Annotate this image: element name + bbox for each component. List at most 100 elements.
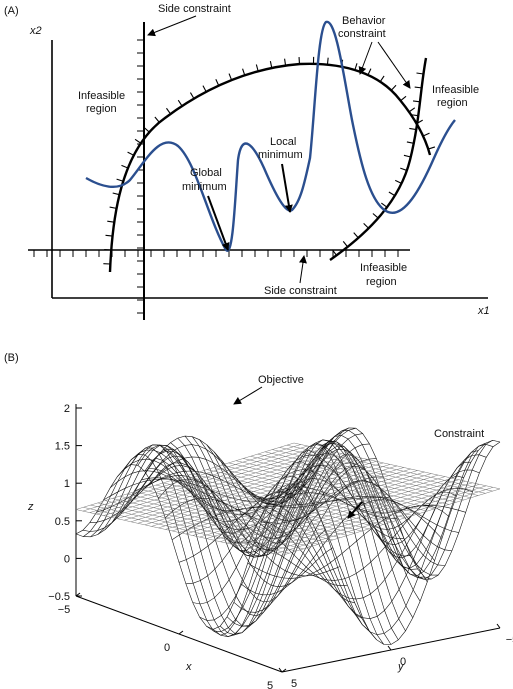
hatch-mark xyxy=(215,79,220,86)
label-infeasible-right-1: Infeasible xyxy=(432,84,479,96)
hatch-mark xyxy=(331,249,337,256)
mesh-line xyxy=(221,464,428,512)
z-tick-label: 0.5 xyxy=(55,516,70,528)
hatch-mark xyxy=(107,220,115,223)
constraint-surface xyxy=(75,442,501,556)
hatch-mark xyxy=(127,151,135,156)
mesh-line xyxy=(119,455,326,603)
label-infeasible-right-2: region xyxy=(437,97,468,109)
hatch-mark xyxy=(379,75,385,83)
x1-axis-label: x1 xyxy=(477,305,490,317)
arrow-constraint xyxy=(347,501,363,519)
mesh-line xyxy=(206,469,413,516)
mesh-line xyxy=(104,444,312,627)
panel-a: (A) x2 x1 Side constraint Behavior const… xyxy=(4,3,490,320)
mesh-line xyxy=(235,460,442,507)
mesh-line xyxy=(90,447,297,638)
mesh-line xyxy=(90,504,297,552)
panel-b-tag: (B) xyxy=(4,352,19,364)
hatch-mark xyxy=(143,127,150,133)
hatch-mark xyxy=(154,116,160,123)
mesh-line xyxy=(279,447,486,494)
arrow-global-minimum xyxy=(207,195,230,251)
mesh-line xyxy=(192,473,399,521)
x-tick-mark xyxy=(75,592,81,597)
y-axis-label-3d: y xyxy=(397,661,405,673)
mesh-line xyxy=(83,507,290,554)
label-global-2: minimum xyxy=(182,181,227,193)
hatch-mark xyxy=(342,241,349,248)
mesh-line xyxy=(235,477,443,539)
right-constraint-curve xyxy=(329,57,428,261)
objective-surface xyxy=(75,427,501,645)
x-tick-label: 5 xyxy=(267,680,273,689)
mesh-line xyxy=(243,458,450,505)
hatch-mark xyxy=(381,202,388,208)
hatch-mark xyxy=(354,63,358,71)
mesh-line xyxy=(264,451,471,499)
panel-b: (B) 2 1.5 1 0.5 0 −0.5 −5 0 5 5 0 −5 z x y Object… xyxy=(4,352,513,689)
z-tick-label: −0.5 xyxy=(48,591,70,603)
y-tick-label: 0 xyxy=(400,656,406,668)
behavior-constraint-curve xyxy=(108,62,432,273)
x-axis-label-3d: x xyxy=(185,661,192,673)
x-tick-mark xyxy=(178,630,184,635)
hatch-mark xyxy=(284,58,287,66)
right-constraint-hatch xyxy=(331,72,424,256)
mesh-line xyxy=(257,453,464,501)
hatch-mark xyxy=(121,164,129,169)
mesh-line xyxy=(119,495,326,543)
mesh-line xyxy=(170,480,377,527)
hatch-mark xyxy=(104,248,112,251)
hatch-mark xyxy=(269,61,273,69)
arrow-side-constraint-top xyxy=(147,15,197,37)
z-tick-label: 1 xyxy=(64,478,70,490)
mesh-line xyxy=(155,457,363,619)
mesh-line xyxy=(148,468,355,604)
label-infeasible-left-2: region xyxy=(86,103,117,115)
mesh-line xyxy=(228,468,435,561)
mesh-line xyxy=(272,449,479,496)
hatch-mark xyxy=(367,68,372,76)
label-global-1: Global xyxy=(190,167,222,179)
label-side-constraint-bottom: Side constraint xyxy=(264,285,337,297)
panel-a-tag: (A) xyxy=(4,5,19,17)
y-tick-mark xyxy=(278,667,283,673)
arrow-behavior-2 xyxy=(377,41,411,89)
mesh-line xyxy=(126,493,333,541)
mesh-line xyxy=(105,500,312,547)
hatch-mark xyxy=(202,85,207,93)
hatch-mark xyxy=(409,127,417,131)
mesh-line xyxy=(163,449,370,632)
mesh-line xyxy=(199,471,406,518)
hatch-mark xyxy=(255,64,259,72)
label-infeasible-bottom-1: Infeasible xyxy=(360,262,407,274)
label-behavior-2: constraint xyxy=(338,28,386,40)
mesh-line xyxy=(112,448,319,617)
hatch-mark xyxy=(166,107,171,115)
objective-curve xyxy=(85,20,456,252)
side-constraint-horizontal-hatch xyxy=(33,250,399,257)
hatch-mark xyxy=(353,232,359,239)
z-axis-label: z xyxy=(27,501,34,513)
mesh-line xyxy=(228,462,435,510)
mesh-line xyxy=(97,444,305,634)
hatch-mark xyxy=(109,206,117,209)
mesh-line xyxy=(75,509,283,556)
hatch-mark xyxy=(416,72,424,75)
label-behavior-1: Behavior xyxy=(342,15,386,27)
mesh-line xyxy=(163,482,370,530)
hatch-mark xyxy=(414,86,422,89)
arrow-objective xyxy=(233,386,263,405)
mesh-line xyxy=(97,502,304,550)
mesh-line xyxy=(184,475,392,523)
z-tick-label: 0 xyxy=(64,553,70,565)
mesh-line xyxy=(293,442,501,490)
label-local-1: Local xyxy=(270,136,296,148)
hatch-mark xyxy=(116,178,124,182)
y-tick-label: −5 xyxy=(506,634,513,646)
hatch-mark xyxy=(134,138,142,144)
y-tick-label: 5 xyxy=(291,678,297,689)
hatch-mark xyxy=(372,213,379,219)
